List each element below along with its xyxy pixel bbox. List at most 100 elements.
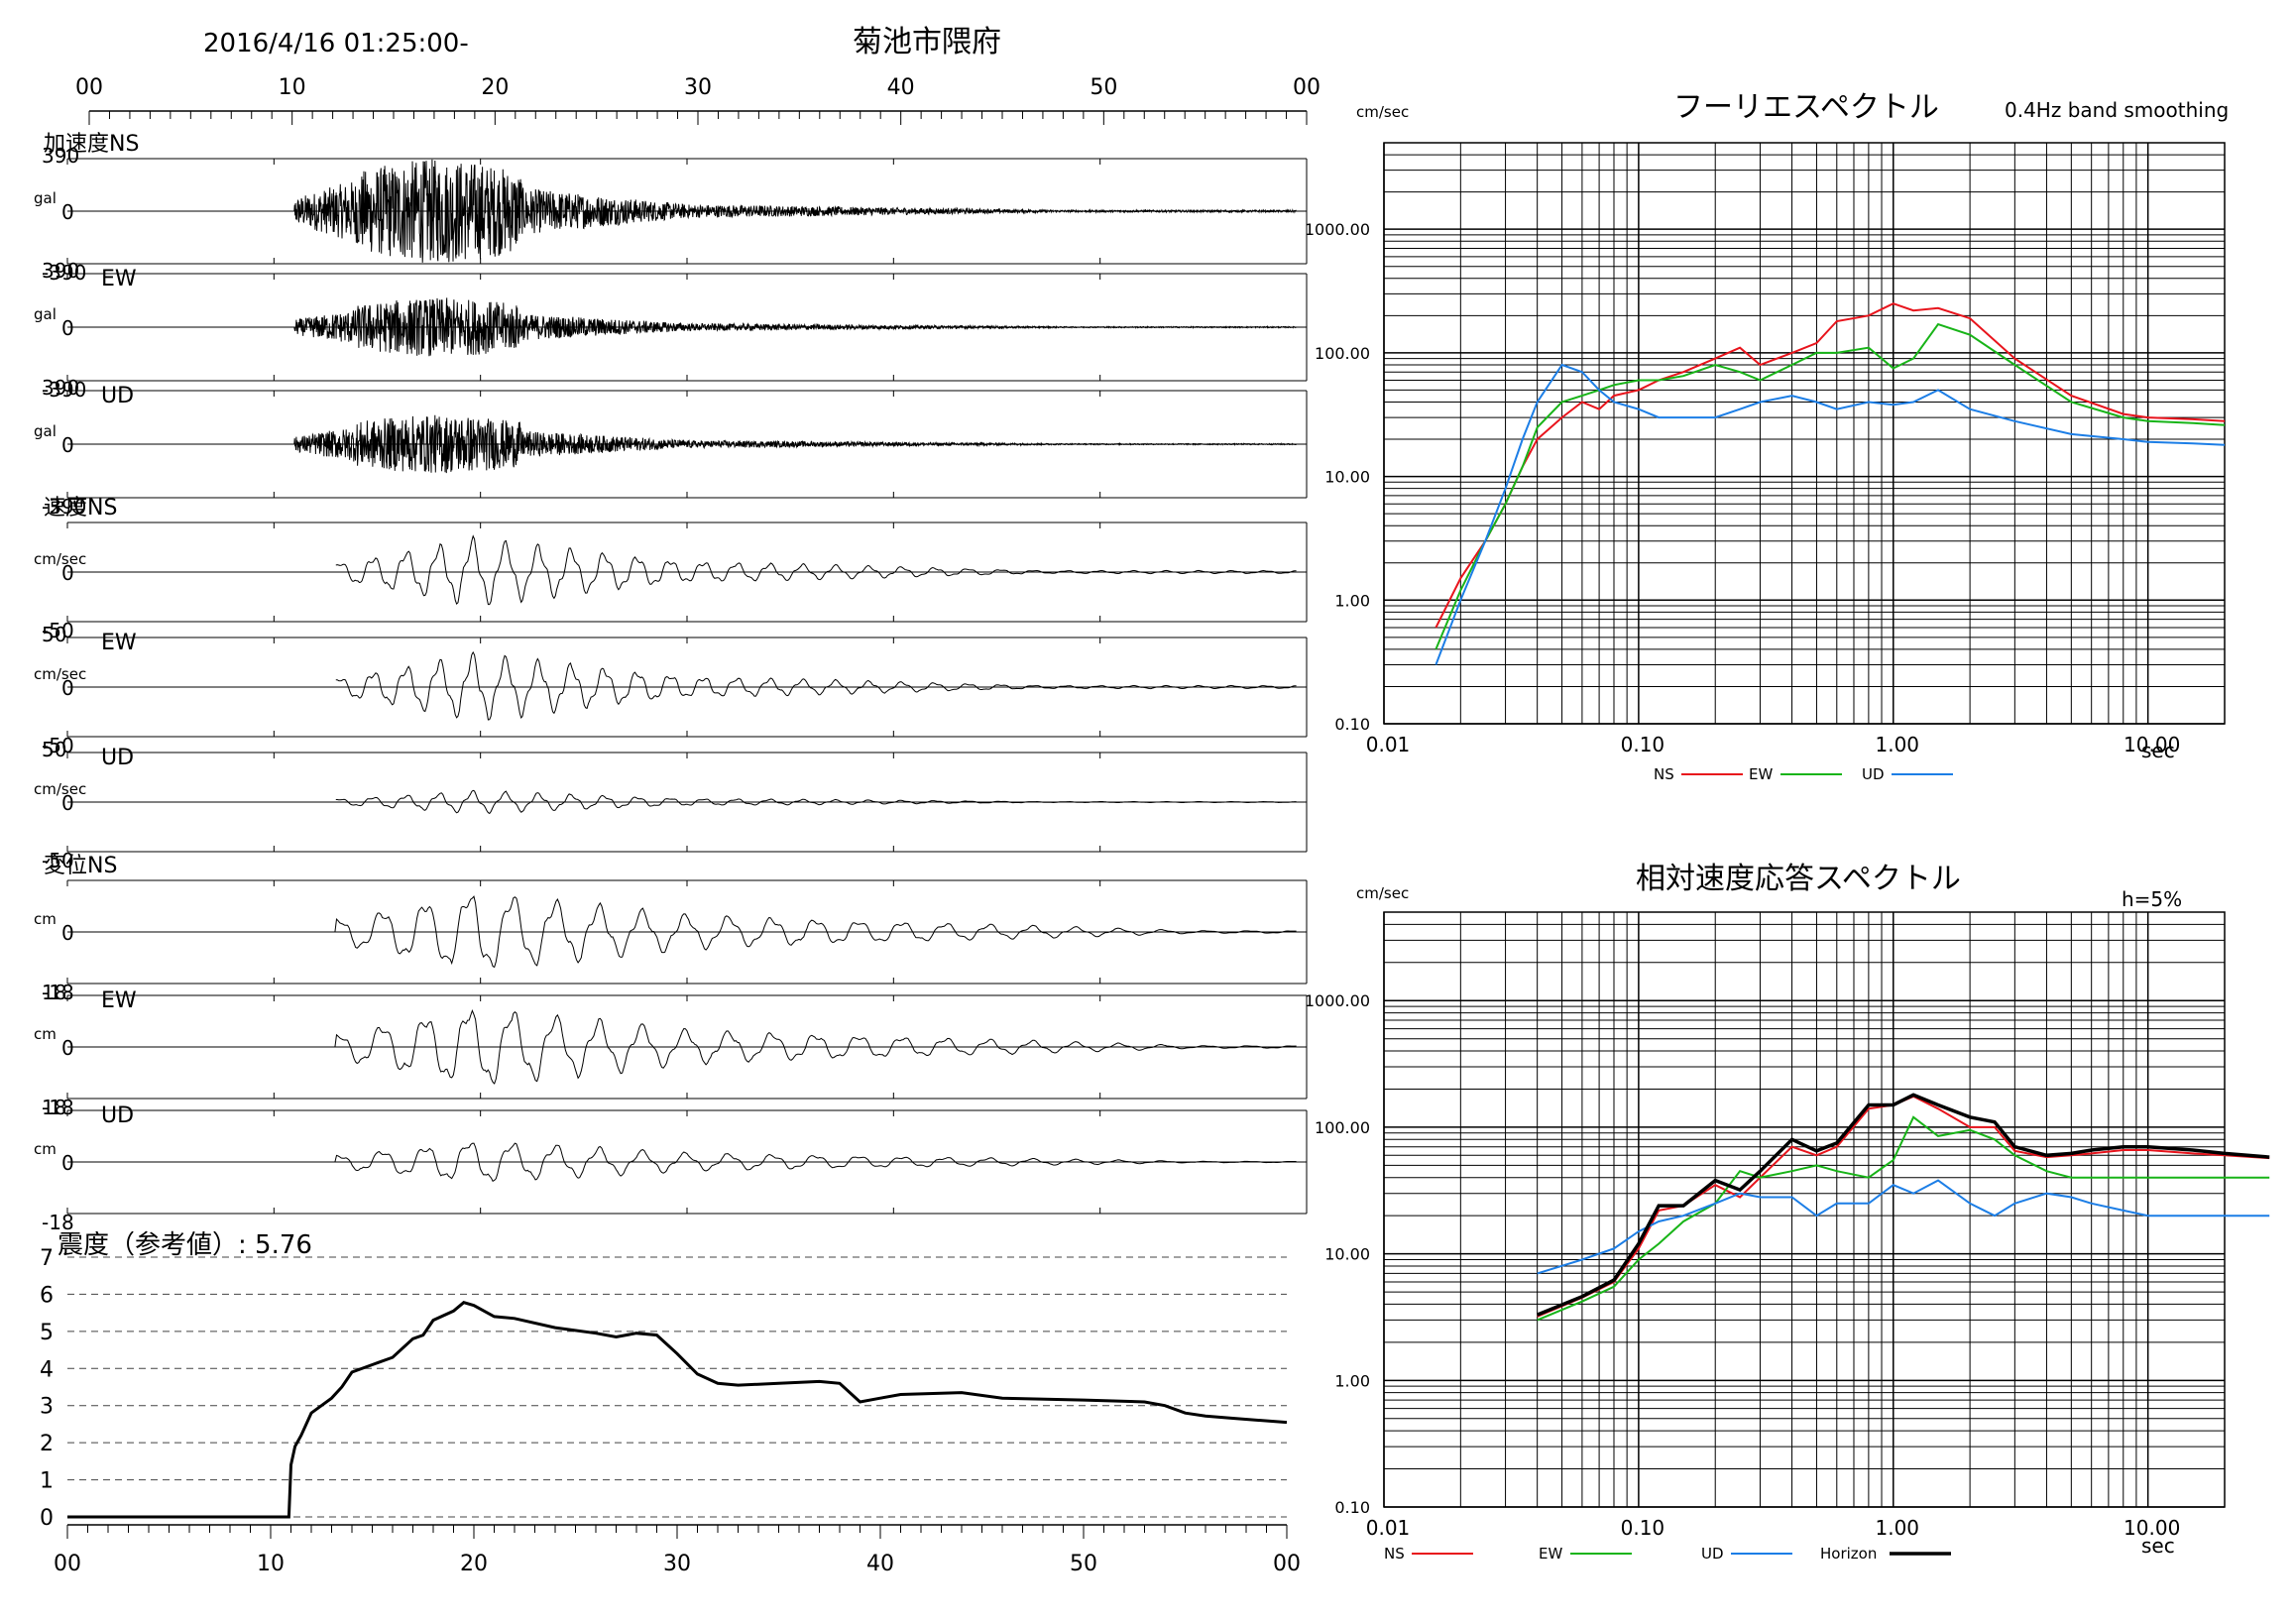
y-tick-label: 10.00 (1324, 1245, 1370, 1264)
channel-min-label: -390 (42, 378, 86, 402)
channel-unit: gal (34, 189, 57, 207)
intensity-x-label: 30 (663, 1552, 691, 1576)
channel-min-label: -18 (42, 981, 74, 1004)
channel-unit: cm/sec (34, 665, 86, 683)
channel-max-label: 18 (42, 981, 66, 1004)
channel-quantity: 加速度 (44, 132, 109, 157)
channel-unit: cm/sec (34, 550, 86, 568)
intensity-curve (67, 1301, 1288, 1519)
channel-zero-label: 0 (61, 433, 74, 457)
fourier-note: 0.4Hz band smoothing (2005, 98, 2229, 122)
series-line-ud (1537, 1179, 2270, 1275)
channel-component: NS (87, 496, 117, 521)
channel-component: EW (101, 267, 137, 291)
y-tick-label: 0.10 (1334, 1498, 1370, 1517)
legend-label-ns: NS (1384, 1545, 1405, 1563)
intensity-y-label: 1 (40, 1469, 54, 1494)
top-axis-label: 20 (481, 75, 509, 100)
waveform-trace (191, 1008, 1297, 1085)
channel-max-label: 50 (42, 623, 66, 646)
y-tick-label: 0.10 (1334, 715, 1370, 734)
y-tick-label: 100.00 (1315, 1118, 1370, 1137)
channel-component: EW (101, 631, 137, 655)
waveform-trace (335, 650, 1297, 721)
top-axis-label: 40 (887, 75, 915, 100)
x-tick-label: 10.00 (2124, 1516, 2180, 1540)
station-name: 菊池市隈府 (853, 25, 1001, 59)
channel-zero-label: 0 (61, 1151, 74, 1175)
channel-min-label: -390 (42, 261, 86, 285)
x-tick-label: 0.01 (1366, 1516, 1411, 1540)
channel-min-label: -18 (42, 1211, 74, 1234)
response-title: 相対速度応答スペクトル (1636, 862, 1961, 896)
x-tick-label: 0.10 (1621, 733, 1665, 756)
response-note: h=5% (2122, 887, 2182, 911)
channel-unit: cm (34, 1140, 57, 1158)
y-tick-label: 10.00 (1324, 468, 1370, 487)
channel-min-label: -390 (42, 495, 86, 519)
response-spectrum-panel: 相対速度応答スペクトル h=5% cm/sec sec 1000.00 100.0… (1305, 862, 2270, 1563)
legend-label-ns: NS (1654, 765, 1674, 783)
top-axis-label: 50 (1090, 75, 1117, 100)
series-line-ud (1435, 363, 2226, 665)
channel-unit: gal (34, 305, 57, 323)
top-time-axis: 00 10 20 30 40 50 00 (75, 75, 1320, 125)
fourier-spectrum-panel: フーリエスペクトル 0.4Hz band smoothing cm/sec se… (1305, 90, 2229, 783)
channel-zero-label: 0 (61, 561, 74, 585)
intensity-x-label: 50 (1070, 1552, 1097, 1576)
channel-max-label: 18 (42, 1096, 66, 1119)
intensity-x-label: 00 (54, 1552, 81, 1576)
waveform-trace (335, 789, 1297, 815)
waveform-trace (191, 1142, 1297, 1182)
series-line-ns (1435, 302, 2226, 629)
intensity-y-label: 0 (40, 1506, 54, 1531)
channel-max-label: 390 (42, 259, 79, 283)
waveform-trace (191, 895, 1297, 969)
waveform-trace (335, 534, 1297, 606)
channel-min-label: -50 (42, 734, 74, 757)
legend-label-ud: UD (1862, 765, 1885, 783)
channel-max-label: 390 (42, 376, 79, 400)
intensity-x-label: 40 (866, 1552, 894, 1576)
channel-unit: cm (34, 910, 57, 928)
x-tick-label: 10.00 (2124, 733, 2180, 756)
intensity-x-label: 10 (257, 1552, 285, 1576)
intensity-y-label: 5 (40, 1321, 54, 1345)
channel-unit: cm/sec (34, 780, 86, 798)
response-y-unit: cm/sec (1356, 884, 1409, 902)
series-line-ns (1537, 1095, 2270, 1318)
waveform-panel-7: 変位 NS cm0 -18 (34, 854, 1308, 1004)
series-line-ew (1537, 1115, 2270, 1322)
waveform-trace (290, 414, 1297, 474)
x-tick-label: 1.00 (1876, 1516, 1920, 1540)
legend-label-ud: UD (1701, 1545, 1724, 1563)
intensity-x-label: 20 (460, 1552, 488, 1576)
top-axis-label: 00 (1293, 75, 1320, 100)
fourier-title: フーリエスペクトル (1673, 90, 1939, 125)
waveform-trace (290, 159, 1297, 263)
intensity-label: 震度（参考値）: 5.76 (57, 1230, 312, 1260)
intensity-x-label: 00 (1273, 1552, 1301, 1576)
plot-frame (1383, 911, 2226, 1508)
legend-label-ew: EW (1749, 765, 1773, 783)
fourier-y-unit: cm/sec (1356, 103, 1409, 121)
channel-min-label: -18 (42, 1096, 74, 1119)
channel-zero-label: 0 (61, 1036, 74, 1060)
channel-min-label: -50 (42, 849, 74, 872)
channel-component: UD (101, 746, 134, 770)
y-tick-label: 1.00 (1334, 591, 1370, 610)
waveform-trace (290, 297, 1297, 357)
x-tick-label: 1.00 (1876, 733, 1920, 756)
channel-max-label: 390 (42, 144, 79, 168)
intensity-y-label: 7 (40, 1246, 54, 1271)
intensity-y-label: 6 (40, 1283, 54, 1308)
channel-component: EW (101, 988, 137, 1013)
